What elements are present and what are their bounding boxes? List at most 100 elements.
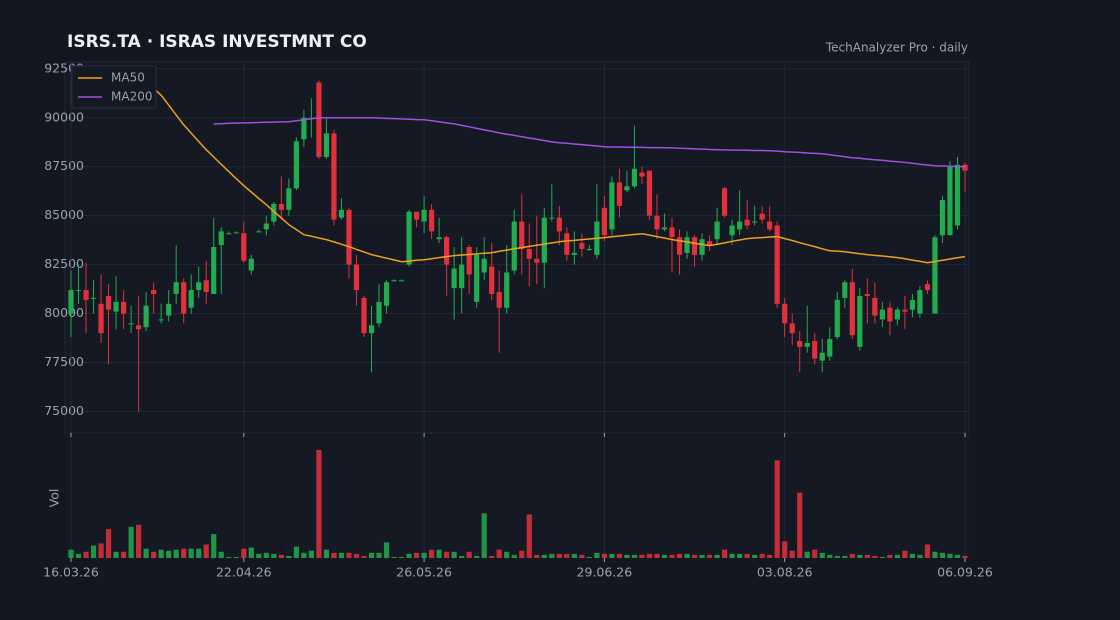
volume-bar [368, 552, 375, 558]
volume-bar [661, 554, 668, 558]
candle-body [857, 295, 863, 347]
ma-line [130, 66, 966, 264]
volume-bar [842, 555, 848, 558]
x-tick-label: 29.06.26 [577, 565, 633, 580]
volume-bar [361, 555, 367, 558]
volume-bar [241, 548, 247, 558]
volume-bar [939, 552, 946, 558]
candle-body [962, 164, 968, 171]
volume-bar [75, 553, 82, 558]
candle-body [737, 221, 743, 230]
ma-line [213, 117, 966, 168]
candle-body [699, 239, 705, 255]
candle-body [203, 280, 209, 293]
candle-body [398, 280, 405, 282]
candle-body [586, 248, 592, 250]
volume-bar [248, 547, 254, 558]
volume-bar [481, 513, 487, 558]
candle-body [331, 133, 337, 220]
candle-body [286, 188, 292, 210]
candle-body [609, 182, 615, 230]
volume-bar [857, 554, 863, 558]
candle-body [827, 339, 833, 357]
volume-bar [819, 552, 825, 558]
candle-body [459, 264, 465, 289]
candle-body [519, 221, 525, 249]
candle-body [909, 299, 916, 310]
candle-body [752, 221, 758, 223]
candle-body [864, 293, 870, 296]
candle-body [489, 266, 495, 294]
price-plot [68, 66, 968, 412]
volume-bar [804, 551, 810, 558]
volume-bar [541, 554, 547, 558]
volume-bar [83, 551, 89, 558]
candle-body [556, 217, 562, 232]
candle-body [894, 309, 900, 320]
candle-body [466, 247, 472, 275]
volume-bar [158, 549, 164, 558]
candle-body [504, 272, 510, 308]
volume-bar [827, 554, 833, 558]
volume-bar [564, 553, 570, 558]
candle-body [436, 237, 442, 240]
candle-body [541, 217, 547, 263]
chart-subtitle: TechAnalyzer Pro · daily [825, 41, 968, 55]
volume-bar [909, 553, 916, 558]
candle-body [774, 225, 780, 304]
volume-bar [196, 548, 202, 558]
volume-bar [752, 554, 758, 558]
volume-bar [947, 553, 953, 558]
candle-body [767, 221, 773, 230]
volume-bar [301, 552, 307, 558]
volume-bar [323, 549, 330, 558]
candle-body [714, 221, 720, 240]
volume-bar [496, 549, 502, 558]
volume-bar [654, 553, 660, 558]
y-tick-label: 85000 [44, 207, 84, 222]
legend-label: MA50 [111, 71, 145, 85]
candle-body [496, 292, 502, 308]
candle-body [421, 209, 427, 222]
candle-body [797, 340, 803, 347]
candle-body [188, 290, 194, 308]
candle-body [511, 221, 517, 271]
volume-bar [466, 551, 472, 558]
volume-bar [767, 554, 773, 558]
y-tick-label: 80000 [44, 305, 84, 320]
volume-bar [684, 553, 690, 558]
volume-bar [128, 526, 134, 558]
candle-body [661, 227, 668, 230]
volume-bar [166, 550, 172, 558]
candle-body [391, 280, 397, 282]
volume-bar [646, 553, 653, 558]
candle-body [789, 323, 795, 334]
candle-body [579, 243, 585, 249]
candle-body [744, 219, 750, 226]
volume-bar [271, 553, 277, 558]
candle-body [263, 223, 269, 230]
volume-bar [120, 551, 127, 558]
candle-body [181, 282, 187, 314]
candle-body [226, 233, 232, 235]
volume-bar [706, 554, 713, 558]
volume-bar [586, 556, 592, 558]
volume-bar [774, 460, 780, 558]
candle-body [902, 309, 908, 312]
volume-bar [489, 555, 495, 558]
volume-bar [699, 554, 705, 558]
volume-bar [789, 550, 795, 558]
candle-body [684, 237, 690, 253]
volume-bar [864, 554, 870, 558]
volume-bar [669, 554, 675, 558]
volume-bar [894, 554, 900, 558]
candle-body [564, 233, 570, 255]
candle-body [316, 82, 322, 157]
volume-bar [226, 556, 232, 558]
candle-body [346, 209, 352, 265]
candle-body [158, 319, 164, 321]
candle-body [151, 290, 157, 294]
volume-bar [504, 551, 510, 558]
